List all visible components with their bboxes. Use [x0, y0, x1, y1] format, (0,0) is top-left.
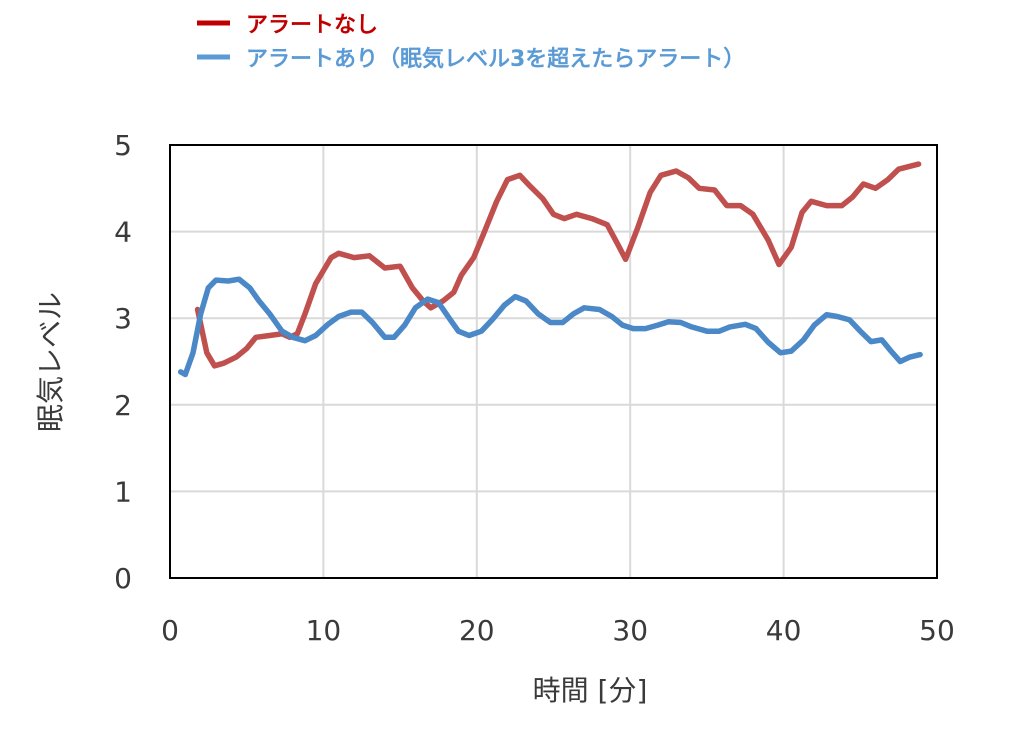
legend-label-no-alert: アラートなし: [246, 13, 378, 38]
y-tick-label-5: 5: [114, 129, 132, 162]
series-line-0: [194, 161, 922, 369]
y-tick-label-3: 3: [114, 302, 132, 335]
legend-label-with-alert: アラートあり（眠気レベル3を超えたらアラート）: [246, 46, 745, 72]
y-tick-label-1: 1: [114, 475, 132, 508]
x-tick-label-2: 20: [459, 614, 495, 647]
legend: アラートなし アラートあり（眠気レベル3を超えたらアラート）: [197, 13, 745, 72]
plot-area: 0 10 20 30 40 50 0 1 2 3 4 5: [114, 129, 955, 647]
x-tick-label-3: 30: [612, 614, 648, 647]
x-tick-label-0: 0: [161, 614, 179, 647]
plot-border: [169, 144, 938, 579]
series-line-1: [177, 276, 923, 378]
y-axis-title: 眠気レベル: [34, 292, 67, 432]
x-tick-label-5: 50: [919, 614, 955, 647]
x-tick-label-1: 10: [306, 614, 342, 647]
x-tick-label-4: 40: [766, 614, 802, 647]
x-axis-title: 時間 [分]: [533, 674, 648, 707]
y-tick-label-0: 0: [114, 562, 132, 595]
y-tick-label-4: 4: [114, 216, 132, 249]
y-tick-label-2: 2: [114, 389, 132, 422]
